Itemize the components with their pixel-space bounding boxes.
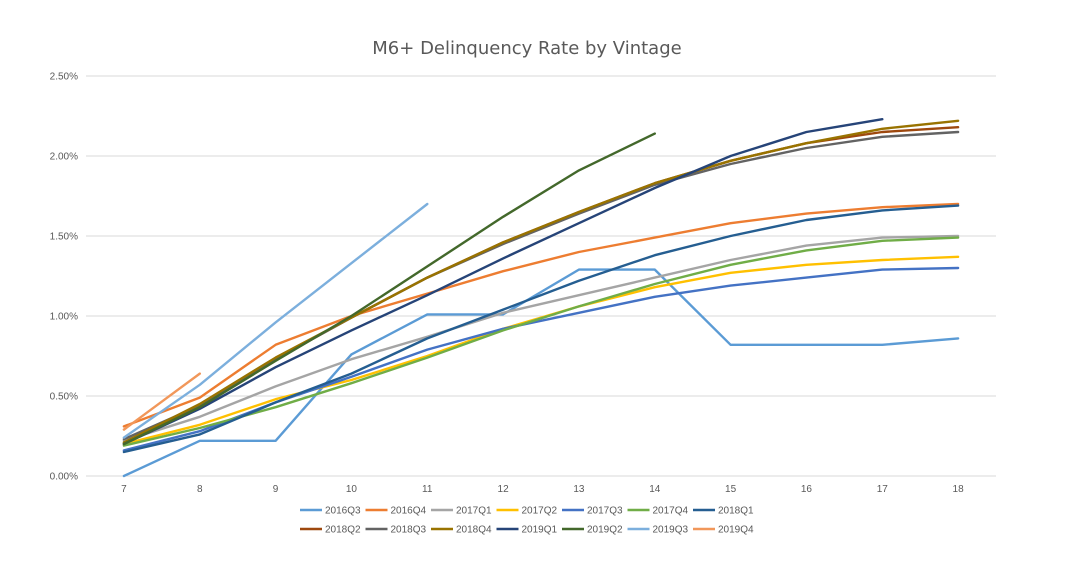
legend-item-2016q3: 2016Q3 xyxy=(300,506,361,517)
x-tick-label: 7 xyxy=(121,484,127,495)
legend-item-2017q2: 2017Q2 xyxy=(496,506,558,517)
legend-label: 2019Q2 xyxy=(587,525,623,536)
legend-label: 2018Q3 xyxy=(391,525,427,536)
legend-label: 2017Q3 xyxy=(587,506,623,517)
y-tick-label: 1.00% xyxy=(50,312,78,323)
legend-item-2016q4: 2016Q4 xyxy=(365,506,427,517)
series-line-2018q4 xyxy=(122,119,960,444)
series-line-2017q2 xyxy=(122,255,960,446)
series-line-2017q1 xyxy=(122,234,960,442)
x-axis-ticks: 7 8 9 10 11 12 13 14 15 16 17 18 xyxy=(121,484,964,495)
x-tick-label: 14 xyxy=(649,484,661,495)
legend-item-2017q1: 2017Q1 xyxy=(431,506,492,517)
x-tick-label: 16 xyxy=(801,484,813,495)
legend-item-2018q2: 2018Q2 xyxy=(300,525,361,536)
legend-label: 2019Q4 xyxy=(718,525,754,536)
legend-item-2018q1: 2018Q1 xyxy=(693,506,754,517)
legend-label: 2017Q4 xyxy=(653,506,689,517)
y-tick-label: 1.50% xyxy=(50,232,78,243)
legend-label: 2018Q1 xyxy=(718,506,754,517)
legend-item-2019q2: 2019Q2 xyxy=(562,525,623,536)
y-axis-ticks: 0.00% 0.50% 1.00% 1.50% 2.00% 2.50% xyxy=(50,72,78,483)
legend-label: 2017Q2 xyxy=(522,506,558,517)
series-line-2018q1 xyxy=(122,204,960,454)
legend-item-2019q4: 2019Q4 xyxy=(693,525,754,536)
series-line-2017q4 xyxy=(122,236,960,447)
y-tick-label: 2.00% xyxy=(50,152,78,163)
x-tick-label: 8 xyxy=(197,484,203,495)
legend-item-2018q4: 2018Q4 xyxy=(431,525,492,536)
legend-item-2017q4: 2017Q4 xyxy=(627,506,689,517)
series-line-2016q4 xyxy=(122,202,960,428)
legend-label: 2018Q2 xyxy=(325,525,361,536)
legend-item-2018q3: 2018Q3 xyxy=(365,525,427,536)
legend-label: 2019Q3 xyxy=(653,525,689,536)
x-tick-label: 9 xyxy=(273,484,279,495)
series-line-2019q1 xyxy=(122,117,884,446)
x-tick-label: 11 xyxy=(422,484,433,495)
gridlines xyxy=(86,75,996,477)
series-line-2019q3 xyxy=(122,202,429,439)
legend-label: 2018Q4 xyxy=(456,525,492,536)
x-tick-label: 13 xyxy=(573,484,585,495)
y-tick-label: 2.50% xyxy=(50,72,78,83)
series-lines xyxy=(122,117,960,478)
x-tick-label: 10 xyxy=(346,484,358,495)
y-tick-label: 0.00% xyxy=(50,472,78,483)
legend: 2016Q3 2016Q4 2017Q1 2017Q2 2017Q3 2017Q4 2018… xyxy=(300,506,754,536)
x-tick-label: 18 xyxy=(953,484,965,495)
legend-item-2019q3: 2019Q3 xyxy=(627,525,689,536)
x-tick-label: 17 xyxy=(877,484,889,495)
series-line-2016q3 xyxy=(122,268,960,478)
legend-item-2017q3: 2017Q3 xyxy=(562,506,623,517)
x-tick-label: 12 xyxy=(498,484,510,495)
legend-label: 2017Q1 xyxy=(456,506,492,517)
legend-label: 2019Q1 xyxy=(522,525,558,536)
y-tick-label: 0.50% xyxy=(50,392,78,403)
legend-item-2019q1: 2019Q1 xyxy=(496,525,558,536)
x-tick-label: 15 xyxy=(725,484,737,495)
legend-label: 2016Q4 xyxy=(391,506,427,517)
legend-label: 2016Q3 xyxy=(325,506,361,517)
series-line-2019q4 xyxy=(122,372,202,431)
series-line-2019q2 xyxy=(122,132,656,446)
chart-title: M6+ Delinquency Rate by Vintage xyxy=(372,38,681,59)
series-line-2018q3 xyxy=(122,130,960,441)
